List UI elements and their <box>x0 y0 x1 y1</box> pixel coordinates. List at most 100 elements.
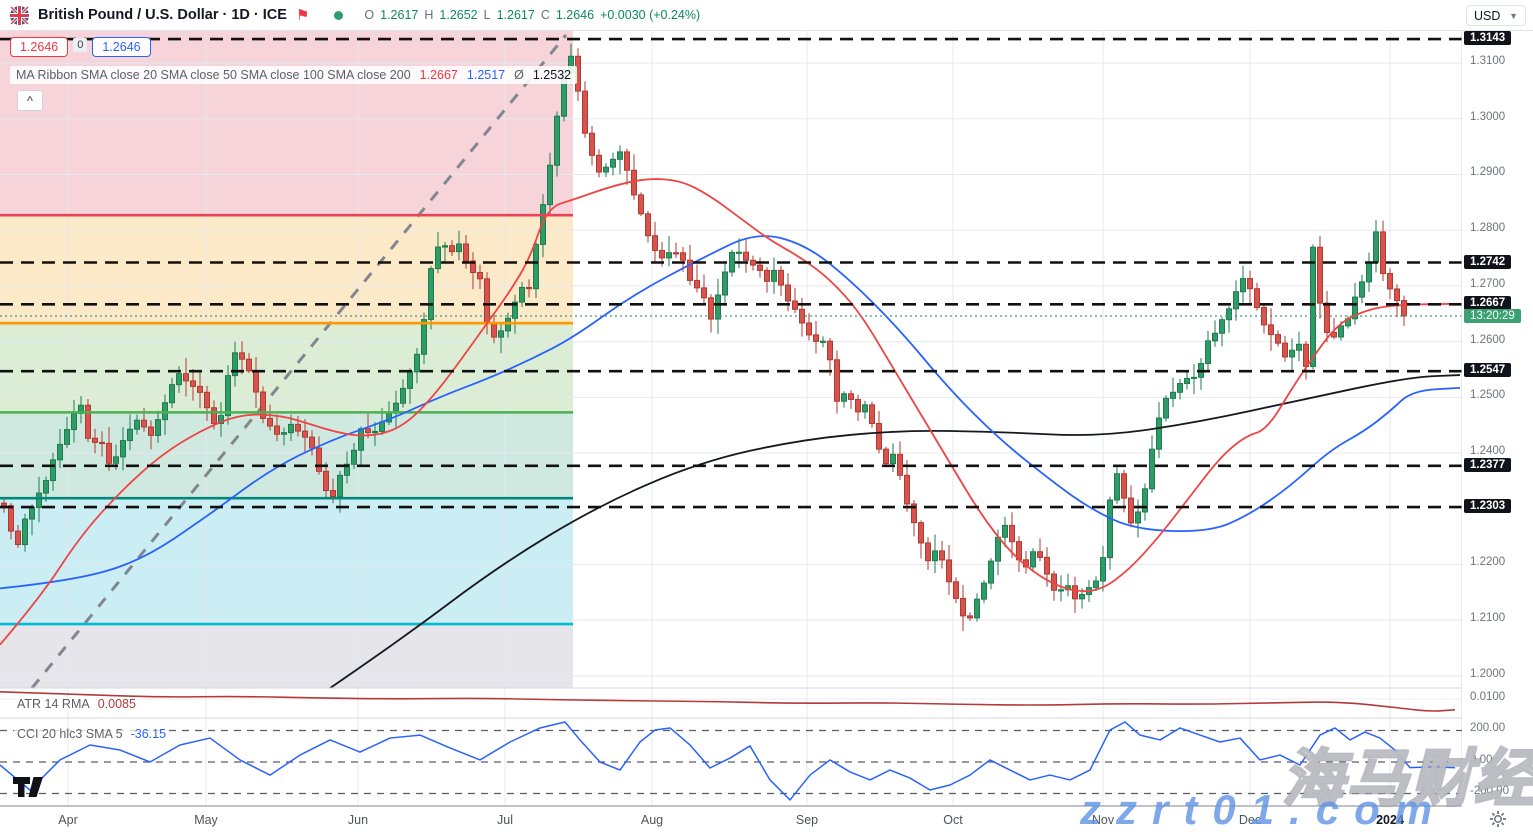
candle-body <box>1205 340 1211 365</box>
time-tick-label: 2024 <box>1376 813 1404 827</box>
trendline[interactable] <box>30 34 568 689</box>
ma-line-sma-50[interactable] <box>0 235 1461 590</box>
candle-body <box>407 371 413 389</box>
atr-legend[interactable]: ATR 14 RMA 0.0085 <box>14 697 139 711</box>
candle-body <box>260 391 266 419</box>
candle-body <box>771 269 777 282</box>
candle-body <box>1268 324 1274 336</box>
time-axis[interactable]: Apr May Jun Jul Aug Sep Oct Nov Dec 2024 <box>0 807 1462 834</box>
chart-header: British Pound / U.S. Dollar · 1D · ICE ⚑… <box>0 0 1533 31</box>
market-open-dot-icon <box>334 10 344 20</box>
gear-icon[interactable] <box>1489 810 1507 833</box>
candle-body <box>253 370 259 393</box>
candle-body <box>449 245 455 253</box>
candle-body <box>1163 397 1169 419</box>
buy-price-badge[interactable]: 1.2646 <box>92 37 151 57</box>
price-tick-label: 1.2800 <box>1470 222 1506 235</box>
candle-body <box>603 166 609 173</box>
candle-body <box>50 459 56 482</box>
candle-body <box>484 278 490 324</box>
cci-value: -36.15 <box>130 727 167 741</box>
candle-body <box>638 194 644 215</box>
currency-selector[interactable]: USD ▼ <box>1466 5 1526 26</box>
candle-body <box>1100 557 1106 582</box>
candle-body <box>491 322 497 338</box>
price-tick-label: 1.2500 <box>1470 389 1506 402</box>
price-axis[interactable]: 1.3100 1.3000 1.2900 1.2800 1.2700 1.2600 1.25… <box>1462 0 1533 834</box>
candle-body <box>323 470 329 492</box>
candle-body <box>1072 585 1078 600</box>
time-tick-label: May <box>194 813 218 827</box>
atr-line[interactable] <box>0 691 1456 712</box>
candle-body <box>1002 524 1008 538</box>
candle-body <box>148 426 154 436</box>
candle-body <box>1254 288 1260 309</box>
chevron-down-icon: ▼ <box>1509 10 1518 21</box>
candle-body <box>855 398 861 413</box>
price-tick-label: 1.2000 <box>1470 667 1506 680</box>
cci-legend[interactable]: CCI 20 hlc3 SMA 5 -36.15 <box>14 727 170 741</box>
tradingview-logo-icon[interactable] <box>12 775 46 804</box>
atr-value: 0.0085 <box>97 697 136 711</box>
currency-label: USD <box>1474 8 1501 23</box>
candle-body <box>631 169 637 196</box>
candle-body <box>848 393 854 400</box>
candle-body <box>1128 497 1134 524</box>
candle-body <box>316 447 322 472</box>
candle-body <box>43 480 49 494</box>
candle-body <box>442 245 448 248</box>
change-value: +0.0030 (+0.24%) <box>600 8 701 22</box>
collapse-legend-button[interactable]: ^ <box>17 90 43 111</box>
ma-ribbon-label: MA Ribbon SMA close 20 SMA close 50 SMA … <box>16 68 411 82</box>
candle-body <box>204 391 210 409</box>
time-tick-label: Oct <box>943 813 963 827</box>
cci-tick-label: 200.00 <box>1470 722 1506 734</box>
candle-body <box>435 246 441 270</box>
ma-line-sma-20[interactable] <box>0 178 1461 646</box>
candle-body <box>1324 302 1330 333</box>
candle-body <box>1184 378 1190 385</box>
flag-bookmark-icon[interactable]: ⚑ <box>295 6 310 24</box>
candle-body <box>281 432 287 435</box>
candle-body <box>652 235 658 251</box>
candle-body <box>15 530 21 546</box>
level-price-label: 1.2377 <box>1464 457 1512 472</box>
candle-body <box>862 404 868 413</box>
price-zone-band <box>0 498 573 625</box>
candle-body <box>267 417 273 427</box>
candle-body <box>1142 488 1148 513</box>
candle-body <box>939 550 945 561</box>
candle-body <box>1044 556 1050 575</box>
candle-body <box>218 415 224 425</box>
candle-body <box>673 252 679 255</box>
candle-body <box>309 436 315 449</box>
candle-body <box>687 259 693 281</box>
candle-body <box>1149 448 1155 490</box>
candle-body <box>8 505 14 532</box>
candle-body <box>134 419 140 430</box>
candle-body <box>1394 288 1400 302</box>
candle-body <box>890 453 896 464</box>
candle-body <box>127 428 133 442</box>
level-price-label: 1.2742 <box>1464 254 1512 269</box>
candle-body <box>617 151 623 160</box>
candle-body <box>365 428 371 434</box>
candle-body <box>498 330 504 338</box>
candle-body <box>22 518 28 546</box>
candle-body <box>344 463 350 476</box>
symbol-title[interactable]: British Pound / U.S. Dollar · 1D · ICE <box>38 7 287 23</box>
quote-badges: 1.2646 0 1.2646 <box>10 37 151 57</box>
cci-line[interactable] <box>0 721 1456 801</box>
sma20-value: 1.2667 <box>419 68 458 82</box>
time-tick-label: Nov <box>1091 813 1115 827</box>
candle-body <box>470 260 476 274</box>
ma-line-sma-200[interactable] <box>329 374 1461 689</box>
candle-body <box>981 582 987 600</box>
candle-body <box>1317 246 1323 304</box>
candle-body <box>841 393 847 402</box>
ma-ribbon-legend[interactable]: MA Ribbon SMA close 20 SMA close 50 SMA … <box>10 66 578 84</box>
candle-body <box>1233 291 1239 310</box>
sell-price-badge[interactable]: 1.2646 <box>10 37 69 57</box>
candle-body <box>736 251 742 254</box>
